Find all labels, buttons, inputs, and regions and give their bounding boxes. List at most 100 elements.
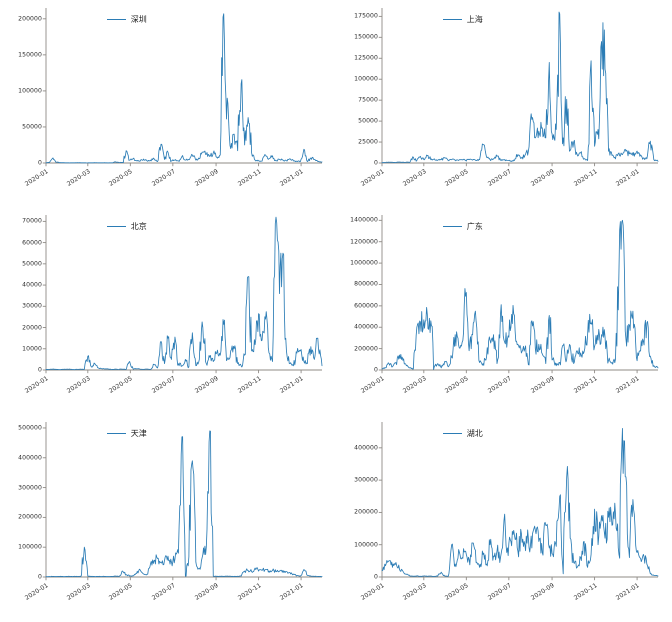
y-tick-label: 300000 xyxy=(354,476,378,484)
series-line xyxy=(382,12,658,163)
y-tick-label: 1400000 xyxy=(350,216,378,224)
y-tick-label: 400000 xyxy=(18,454,42,462)
x-tick-label: 2020-09 xyxy=(529,168,556,188)
y-tick-label: 150000 xyxy=(354,33,378,41)
y-tick-label: 60000 xyxy=(22,239,42,247)
y-tick-label: 1200000 xyxy=(350,238,378,246)
y-tick-label: 100000 xyxy=(354,541,378,549)
y-tick-label: 200000 xyxy=(18,513,42,521)
x-tick-label: 2021-01 xyxy=(614,375,641,395)
axes xyxy=(46,8,322,163)
y-tick-label: 800000 xyxy=(354,280,378,288)
x-tick-label: 2020-09 xyxy=(529,582,556,602)
x-tick-label: 2020-03 xyxy=(401,168,428,188)
y-tick-label: 20000 xyxy=(22,324,42,332)
axes xyxy=(382,215,658,370)
y-tick-label: 50000 xyxy=(22,260,42,268)
series-line xyxy=(382,220,658,369)
y-tick-label: 30000 xyxy=(22,302,42,310)
y-tick-label: 100000 xyxy=(18,87,42,95)
subplot-4: 0 200000 400000 600000 800000 1000000 1200000 1… xyxy=(336,207,672,414)
subplot-3: 0 10000 20000 30000 40000 50000 60000 70000 2020… xyxy=(0,207,336,414)
plot-area: 0 200000 400000 600000 800000 1000000 1200000 1… xyxy=(350,215,658,395)
x-tick-label: 2020-05 xyxy=(108,582,135,602)
plot-area: 0 100000 200000 300000 400000 500000 2020-01 20… xyxy=(18,422,322,602)
y-tick-label: 1000000 xyxy=(350,259,378,267)
y-tick-label: 75000 xyxy=(358,96,378,104)
x-tick-label: 2020-07 xyxy=(150,375,177,395)
y-tick-label: 300000 xyxy=(18,484,42,492)
axes xyxy=(46,422,322,577)
x-tick-label: 2020-07 xyxy=(486,375,513,395)
x-tick-label: 2020-11 xyxy=(236,375,263,395)
plot-area: 0 25000 50000 75000 100000 125000 150000 175000… xyxy=(354,8,658,188)
y-tick-label: 100000 xyxy=(354,75,378,83)
plot-area: 0 100000 200000 300000 400000 2020-01 2020-03 2… xyxy=(354,422,658,602)
series-line xyxy=(46,14,322,163)
y-tick-label: 0 xyxy=(38,573,42,581)
x-tick-label: 2020-01 xyxy=(23,375,50,395)
y-tick-label: 0 xyxy=(374,366,378,374)
y-tick-label: 50000 xyxy=(22,123,42,131)
x-tick-label: 2020-01 xyxy=(23,168,50,188)
subplot-2: 0 25000 50000 75000 100000 125000 150000 175000… xyxy=(336,0,672,207)
y-tick-label: 175000 xyxy=(354,12,378,20)
subplot-1: 0 50000 100000 150000 200000 2020-01 2020-03 20… xyxy=(0,0,336,207)
y-tick-label: 70000 xyxy=(22,217,42,225)
plot-area: 0 50000 100000 150000 200000 2020-01 2020-03 20… xyxy=(18,8,322,188)
x-tick-label: 2021-01 xyxy=(278,375,305,395)
y-tick-label: 500000 xyxy=(18,424,42,432)
y-tick-label: 0 xyxy=(374,573,378,581)
x-tick-label: 2020-11 xyxy=(572,375,599,395)
plot-area: 0 10000 20000 30000 40000 50000 60000 70000 2020… xyxy=(22,215,322,395)
x-tick-label: 2020-05 xyxy=(444,168,471,188)
x-tick-label: 2020-11 xyxy=(236,168,263,188)
y-tick-label: 125000 xyxy=(354,54,378,62)
x-tick-label: 2020-01 xyxy=(359,582,386,602)
x-tick-label: 2020-03 xyxy=(65,375,92,395)
axes xyxy=(382,422,658,577)
series-line xyxy=(46,431,322,577)
x-tick-label: 2020-05 xyxy=(444,375,471,395)
x-tick-label: 2020-11 xyxy=(236,582,263,602)
x-tick-label: 2020-07 xyxy=(486,582,513,602)
series-line xyxy=(382,428,658,576)
subplot-6: 0 100000 200000 300000 400000 2020-01 2020-03 2… xyxy=(336,414,672,621)
x-tick-label: 2020-05 xyxy=(108,375,135,395)
x-tick-label: 2020-05 xyxy=(444,582,471,602)
x-tick-label: 2020-03 xyxy=(65,582,92,602)
x-tick-label: 2020-01 xyxy=(23,582,50,602)
y-tick-label: 100000 xyxy=(18,543,42,551)
y-tick-label: 10000 xyxy=(22,345,42,353)
y-tick-label: 40000 xyxy=(22,281,42,289)
x-tick-label: 2020-05 xyxy=(108,168,135,188)
x-tick-label: 2021-01 xyxy=(614,168,641,188)
y-tick-label: 50000 xyxy=(358,117,378,125)
x-tick-label: 2020-03 xyxy=(401,375,428,395)
x-tick-label: 2020-09 xyxy=(193,168,220,188)
axes xyxy=(46,215,322,370)
y-tick-label: 600000 xyxy=(354,302,378,310)
x-tick-label: 2021-01 xyxy=(278,168,305,188)
x-tick-label: 2020-09 xyxy=(529,375,556,395)
y-tick-label: 200000 xyxy=(354,508,378,516)
y-tick-label: 0 xyxy=(38,366,42,374)
y-tick-label: 25000 xyxy=(358,138,378,146)
subplot-5: 0 100000 200000 300000 400000 500000 2020-01 20… xyxy=(0,414,336,621)
y-tick-label: 0 xyxy=(374,159,378,167)
y-tick-label: 200000 xyxy=(18,15,42,23)
x-tick-label: 2020-09 xyxy=(193,582,220,602)
x-tick-label: 2021-01 xyxy=(614,582,641,602)
y-tick-label: 0 xyxy=(38,159,42,167)
axes xyxy=(382,8,658,163)
x-tick-label: 2020-03 xyxy=(401,582,428,602)
y-tick-label: 400000 xyxy=(354,323,378,331)
x-tick-label: 2020-11 xyxy=(572,582,599,602)
x-tick-label: 2020-07 xyxy=(150,168,177,188)
x-tick-label: 2020-01 xyxy=(359,168,386,188)
x-tick-label: 2020-11 xyxy=(572,168,599,188)
x-tick-label: 2020-07 xyxy=(150,582,177,602)
y-tick-label: 400000 xyxy=(354,444,378,452)
y-tick-label: 200000 xyxy=(354,345,378,353)
